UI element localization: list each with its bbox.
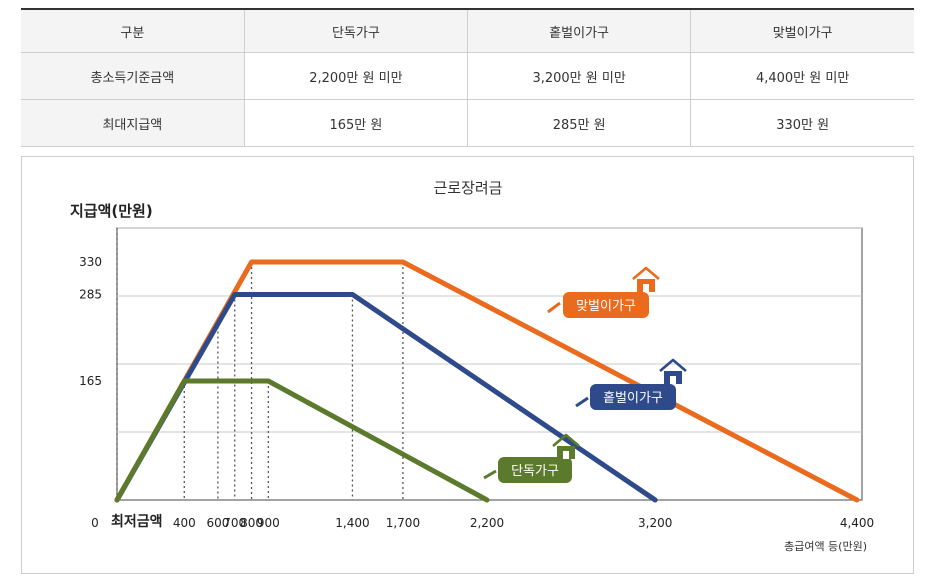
y-axis-label: 지급액(만원): [70, 202, 153, 220]
house-icon: [552, 433, 580, 459]
table-cell: 4,400만 원 미만: [690, 52, 914, 100]
table-cell: 3,200만 원 미만: [467, 52, 692, 100]
grid-lines: [117, 227, 862, 433]
x-tick-label: 4,400: [840, 516, 874, 530]
row-label: 총소득기준금액: [21, 52, 245, 100]
min-wage-label: 최저금액: [111, 513, 163, 530]
series-line-2: [114, 291, 658, 503]
series-line-1: [114, 378, 490, 503]
table-cell: 2,200만 원 미만: [244, 52, 469, 100]
series-lines: [114, 259, 860, 503]
x-tick-label: 2,200: [470, 516, 504, 530]
callout-pointer: [575, 396, 589, 408]
house-roof: [632, 266, 660, 280]
x-tick-label: 1,700: [386, 516, 420, 530]
callout-badge: [498, 457, 572, 483]
drop-lines: [116, 228, 404, 500]
series-label: 맞벌이가구: [576, 299, 636, 314]
table-header-cell: 홑벌이가구: [467, 9, 692, 53]
house-icon: [659, 358, 687, 384]
x-tick-label: 800: [240, 516, 263, 530]
series-label: 홑벌이가구: [603, 391, 663, 406]
house-roof: [659, 358, 687, 372]
callout-pointer: [547, 301, 561, 314]
house-icon: [632, 266, 660, 292]
table-header-cell: 맞벌이가구: [690, 9, 914, 53]
x-tick-label: 900: [257, 516, 280, 530]
income-criteria-table: 구분 단독가구 홑벌이가구 맞벌이가구 총소득기준금액 2,200만 원 미만 …: [21, 8, 914, 147]
table-cell: 165만 원: [244, 99, 469, 147]
y-tick-labels: 165 285 330: [79, 255, 102, 388]
x-tick-label: 700: [223, 516, 246, 530]
chart-frame: [21, 156, 914, 574]
house-door: [563, 451, 569, 459]
y-tick-label: 165: [79, 374, 102, 388]
x-zero-label: 0: [91, 516, 99, 530]
callout-badge: [590, 384, 676, 410]
table-cell: 330만 원: [690, 99, 914, 147]
house-roof: [552, 433, 580, 447]
table-cell: 285만 원: [467, 99, 692, 147]
callout-badge: [563, 292, 649, 318]
x-tick-label: 600: [206, 516, 229, 530]
callout-pointer: [483, 469, 497, 480]
table-row: 최대지급액 165만 원 285만 원 330만 원: [21, 99, 914, 147]
series-label: 단독가구: [511, 464, 559, 479]
table-header-row: 구분 단독가구 홑벌이가구 맞벌이가구: [21, 9, 914, 53]
table-row: 총소득기준금액 2,200만 원 미만 3,200만 원 미만 4,400만 원…: [21, 52, 914, 100]
table-header-cell: 구분: [21, 9, 245, 53]
house-door: [643, 284, 649, 292]
row-label: 최대지급액: [21, 99, 245, 147]
house-door: [670, 376, 676, 384]
x-axis-label: 총급여액 등(만원): [784, 540, 867, 553]
y-tick-label: 330: [79, 255, 102, 269]
x-tick-label: 1,400: [335, 516, 369, 530]
table-header-cell: 단독가구: [244, 9, 469, 53]
y-tick-label: 285: [79, 287, 102, 301]
chart-title: 근로장려금: [433, 179, 502, 197]
x-tick-label: 400: [173, 516, 196, 530]
x-tick-label: 3,200: [638, 516, 672, 530]
